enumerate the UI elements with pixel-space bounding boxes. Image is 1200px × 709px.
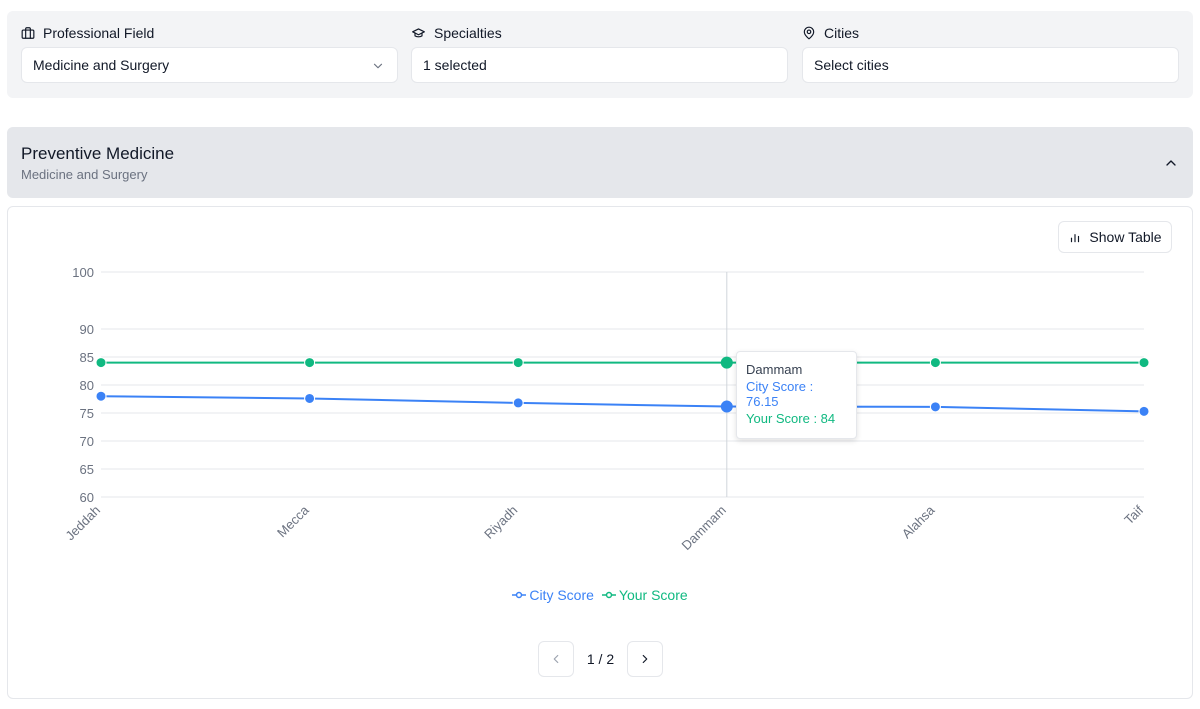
chart-tooltip: Dammam City Score : 76.15 Your Score : 8… <box>736 351 857 439</box>
data-point <box>1138 357 1150 369</box>
specialties-label: Specialties <box>434 25 502 41</box>
series-line <box>100 395 1145 413</box>
bar-chart-icon <box>1071 234 1080 243</box>
data-point <box>720 356 733 369</box>
specialties-select[interactable]: 1 selected <box>411 47 788 83</box>
page-indicator: 1 / 2 <box>586 651 615 667</box>
chevron-up-icon[interactable] <box>1163 155 1179 171</box>
data-point <box>512 397 524 409</box>
prev-page-button[interactable] <box>538 641 574 677</box>
briefcase-icon <box>21 27 35 39</box>
x-tick-label: Jeddah <box>62 503 103 544</box>
legend-item-city-score[interactable]: City Score <box>512 587 594 603</box>
graduation-cap-icon <box>412 28 425 38</box>
cities-select[interactable]: Select cities <box>802 47 1179 83</box>
x-tick-label: Alahsa <box>899 502 938 541</box>
professional-field-label: Professional Field <box>43 25 155 41</box>
x-tick-label: Dammam <box>678 503 728 553</box>
tooltip-your-score: Your Score : 84 <box>746 410 836 426</box>
chart-card: Show Table 60 65 70 75 80 85 90 100 Jeddah Mecca R… <box>7 206 1193 699</box>
legend-item-your-score[interactable]: Your Score <box>601 587 688 603</box>
y-tick-label: 65 <box>80 462 94 477</box>
specialty-section-header[interactable]: Preventive Medicine Medicine and Surgery <box>7 127 1193 198</box>
next-page-button[interactable] <box>627 641 663 677</box>
legend-label-city-score: City Score <box>529 587 594 603</box>
data-point <box>1138 405 1150 417</box>
y-tick-label: 60 <box>80 490 94 505</box>
data-point <box>720 400 733 413</box>
chevron-down-icon <box>373 63 383 69</box>
filters-bar: Professional Field Medicine and Surgery … <box>7 11 1193 98</box>
professional-field-select[interactable]: Medicine and Surgery <box>21 47 398 83</box>
data-point <box>95 357 107 369</box>
legend-label-your-score: Your Score <box>618 587 688 603</box>
data-point <box>304 392 316 404</box>
legend-line-marker-icon <box>512 591 527 599</box>
line-chart: 60 65 70 75 80 85 90 100 Jeddah Mecca Riyadh Dammam… <box>62 265 1150 553</box>
data-point <box>929 401 941 413</box>
tooltip-title: Dammam <box>746 362 803 377</box>
professional-field-value: Medicine and Surgery <box>33 57 170 73</box>
chevron-left-icon <box>553 654 559 664</box>
y-tick-label: 75 <box>80 406 94 421</box>
x-tick-label: Riyadh <box>481 503 520 542</box>
show-table-label: Show Table <box>1089 229 1162 245</box>
data-point <box>929 357 941 369</box>
cities-value: Select cities <box>814 57 889 73</box>
y-tick-label: 80 <box>80 378 94 393</box>
chart-legend: City Score Your Score <box>8 587 1192 603</box>
specialties-value: 1 selected <box>423 57 487 73</box>
show-table-button[interactable]: Show Table <box>1058 221 1172 253</box>
y-tick-label: 85 <box>80 350 94 365</box>
data-point <box>304 357 316 369</box>
data-point <box>512 357 524 369</box>
legend-line-marker-icon <box>601 591 616 599</box>
section-subtitle: Medicine and Surgery <box>21 167 148 182</box>
map-pin-icon <box>803 26 815 40</box>
y-tick-label: 90 <box>80 322 94 337</box>
tooltip-city-score: City Score : 76.15 <box>746 379 814 409</box>
x-tick-label: Mecca <box>274 502 312 540</box>
section-title: Preventive Medicine <box>21 144 175 163</box>
cities-label: Cities <box>824 25 860 41</box>
data-point <box>95 390 107 402</box>
x-tick-label: Taif <box>1121 502 1146 527</box>
pagination: 1 / 2 <box>538 641 663 677</box>
chevron-right-icon <box>642 654 648 664</box>
y-tick-label: 70 <box>80 434 94 449</box>
y-tick-label: 100 <box>72 265 94 280</box>
